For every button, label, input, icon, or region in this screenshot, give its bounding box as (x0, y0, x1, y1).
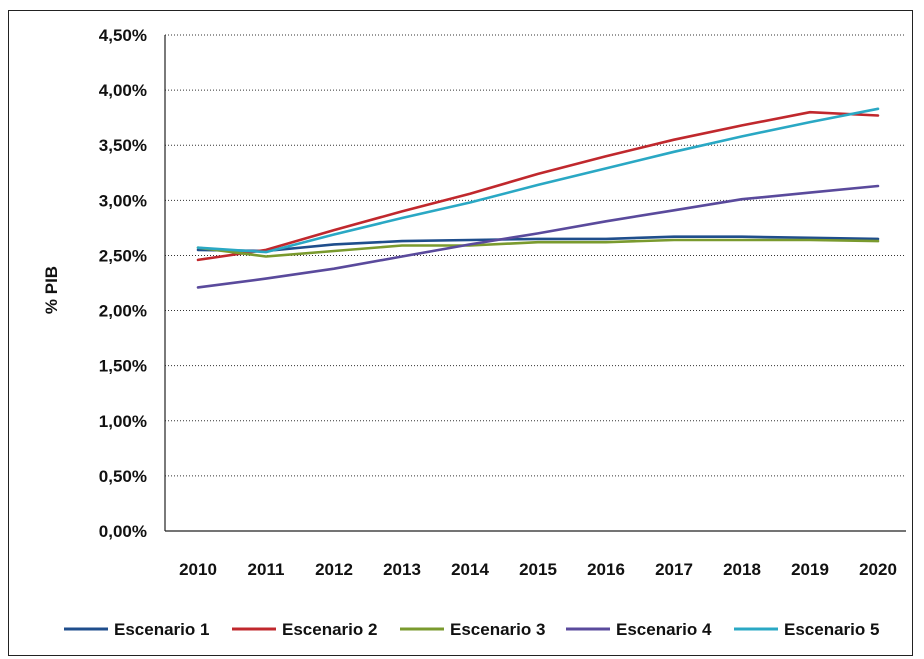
y-tick-label: 4,00% (99, 81, 147, 100)
x-tick-label: 2020 (859, 560, 897, 579)
series-line (196, 107, 880, 254)
series-line (196, 110, 880, 262)
x-tick-label: 2013 (383, 560, 421, 579)
x-tick-label: 2014 (451, 560, 489, 579)
legend-label: Escenario 1 (114, 620, 209, 639)
y-tick-label: 4,50% (99, 26, 147, 45)
x-tick-label: 2015 (519, 560, 557, 579)
series-lines (196, 107, 880, 289)
legend: Escenario 1 Escenario 2 Escenario 3 Escenar… (64, 620, 879, 639)
y-axis-title: % PIB (42, 266, 61, 314)
x-tick-label: 2017 (655, 560, 693, 579)
y-tick-label: 1,50% (99, 357, 147, 376)
x-tick-label: 2016 (587, 560, 625, 579)
x-tick-label: 2010 (179, 560, 217, 579)
chart-frame (8, 10, 913, 656)
legend-label: Escenario 5 (784, 620, 879, 639)
series-line (196, 184, 880, 289)
y-tick-label: 0,50% (99, 467, 147, 486)
axes (164, 35, 906, 532)
y-tick-label: 2,50% (99, 246, 147, 265)
x-tick-label: 2019 (791, 560, 829, 579)
x-tick-label: 2011 (248, 560, 285, 579)
y-tick-label: 1,00% (99, 412, 147, 431)
x-tick-label: 2012 (315, 560, 353, 579)
legend-label: Escenario 2 (282, 620, 377, 639)
x-tick-label: 2018 (723, 560, 761, 579)
series-line (196, 235, 880, 253)
y-tick-label: 3,50% (99, 136, 147, 155)
y-tick-label: 2,00% (99, 302, 147, 321)
y-tick-label: 0,00% (99, 522, 147, 541)
y-tick-label: 3,00% (99, 191, 147, 210)
x-tick-labels: 2010 2011 2012 2013 2014 2015 2016 2017 2018 2019… (179, 560, 897, 579)
series-line (196, 238, 880, 258)
legend-label: Escenario 4 (616, 620, 712, 639)
legend-label: Escenario 3 (450, 620, 545, 639)
y-tick-labels: 0,00% 0,50% 1,00% 1,50% 2,00% 2,50% 3,00% 3,50%… (99, 26, 147, 541)
